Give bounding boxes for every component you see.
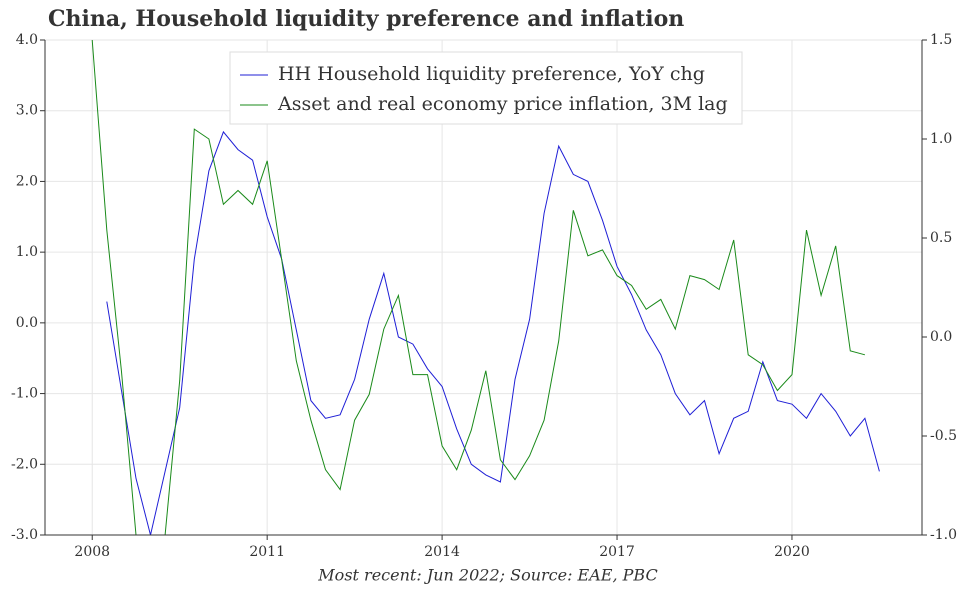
y-tick-label: 1.0 (16, 244, 38, 260)
y2-tick-label: 1.0 (930, 131, 952, 147)
source-note: Most recent: Jun 2022; Source: EAE, PBC (317, 566, 657, 585)
x-tick-label: 2020 (774, 544, 810, 560)
chart-title: China, Household liquidity preference an… (48, 6, 684, 32)
y-tick-label: -2.0 (11, 456, 38, 472)
x-tick-label: 2008 (74, 544, 110, 560)
legend-label: Asset and real economy price inflation, … (277, 93, 728, 115)
y-tick-label: -1.0 (11, 386, 38, 402)
x-tick-label: 2011 (249, 544, 285, 560)
y-tick-label: -3.0 (11, 527, 38, 543)
legend-label: HH Household liquidity preference, YoY c… (278, 63, 705, 85)
series-line (106, 130, 880, 535)
plot-lines (91, 40, 880, 535)
y2-tick-label: -0.5 (930, 428, 957, 444)
axes: -3.0 -2.0 -1.0 0.0 1.0 2.0 3.0 4.0 -1.0 -0.5 0.0 0.… (11, 32, 957, 560)
y2-tick-label: 0.0 (930, 329, 952, 345)
x-tick-label: 2014 (424, 544, 460, 560)
y-tick-label: 4.0 (16, 32, 38, 48)
y-tick-label: 3.0 (16, 103, 38, 119)
legend: HH Household liquidity preference, YoY c… (229, 51, 743, 125)
y2-tick-label: 0.5 (930, 230, 952, 246)
y-tick-label: 2.0 (16, 173, 38, 189)
y-tick-label: 0.0 (16, 315, 38, 331)
y2-tick-label: 1.5 (930, 32, 952, 48)
legend-box (229, 51, 743, 125)
series-line (91, 40, 866, 535)
x-tick-label: 2017 (599, 544, 635, 560)
y2-tick-label: -1.0 (930, 527, 957, 543)
